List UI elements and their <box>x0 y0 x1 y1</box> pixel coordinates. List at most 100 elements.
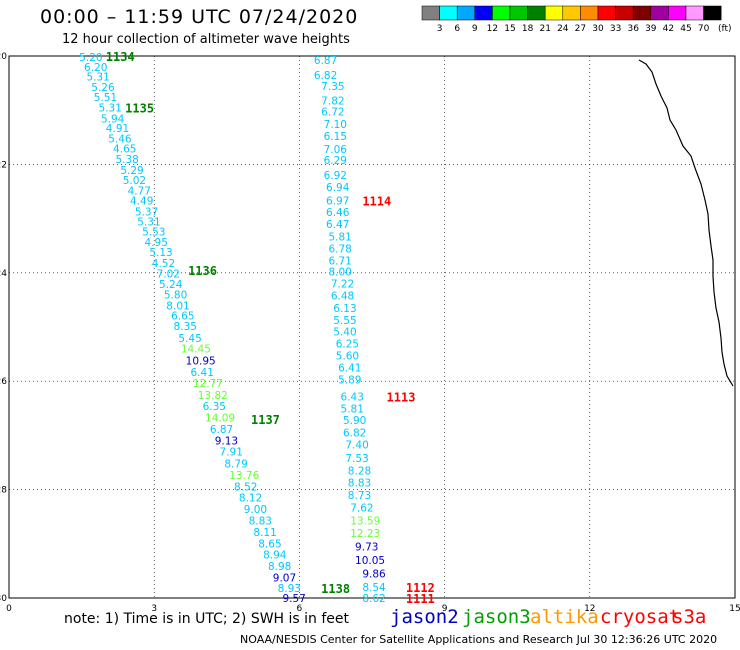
swh-value: 6.82 <box>314 70 337 82</box>
lon-tick-label: 15 <box>729 604 740 614</box>
swh-value: 6.48 <box>331 291 354 303</box>
satellite-legend-item: altika <box>530 606 599 628</box>
swh-value: 10.95 <box>186 356 216 368</box>
colorbar-tick-label: 45 <box>680 24 691 34</box>
swh-value: 8.83 <box>249 515 272 527</box>
swh-value: 5.89 <box>338 375 361 387</box>
swh-value: 5.46 <box>108 133 132 145</box>
swh-value: 6.25 <box>336 338 359 350</box>
pass-number: 1112 <box>406 581 435 595</box>
swh-value: 13.76 <box>229 470 259 482</box>
colorbar-tick-label: 42 <box>663 24 674 34</box>
swh-value: 5.81 <box>341 403 364 415</box>
swh-value: 7.40 <box>345 440 368 452</box>
swh-value: 5.55 <box>333 315 356 327</box>
swh-value: 5.38 <box>115 154 138 166</box>
swh-value: 12.23 <box>350 528 380 540</box>
swh-value: 5.31 <box>137 216 160 228</box>
swh-value: 9.07 <box>273 572 296 584</box>
swh-value: 8.65 <box>258 538 281 550</box>
swh-value: 6.92 <box>324 170 347 182</box>
lon-tick-label: 9 <box>442 604 448 614</box>
swh-value: 6.87 <box>210 424 233 436</box>
swh-value: 5.51 <box>94 92 117 104</box>
swh-value: 8.93 <box>278 583 301 595</box>
swh-value: 7.62 <box>350 502 373 514</box>
swh-value: 6.72 <box>321 106 344 118</box>
swh-value: 10.05 <box>355 555 385 567</box>
colorbar-tick-label: 15 <box>504 24 515 34</box>
colorbar: 3 6 9 12 15 18 21 24 27 30 33 36 39 42 45 70 (ft) <box>421 5 732 34</box>
swh-value: 5.40 <box>333 326 356 338</box>
swh-value: 7.91 <box>220 447 243 459</box>
colorbar-tick-label: 70 <box>698 24 710 34</box>
swh-value: 13.82 <box>198 390 228 402</box>
pass-number: 1113 <box>387 390 416 404</box>
swh-value: 4.49 <box>130 196 153 208</box>
swh-value: 7.06 <box>324 144 348 156</box>
swh-value: 5.24 <box>159 279 183 291</box>
swh-value: 6.29 <box>324 155 347 167</box>
swh-value: 13.59 <box>350 515 380 527</box>
swh-value: 5.31 <box>86 72 109 84</box>
swh-value: 9.86 <box>362 569 386 581</box>
swh-value: 6.43 <box>341 391 364 403</box>
swh-value: 9.73 <box>355 542 378 554</box>
lat-tick-label: -20 <box>0 52 7 62</box>
swh-value: 8.54 <box>362 582 386 594</box>
lon-tick-label: 3 <box>151 604 157 614</box>
swh-value: 14.45 <box>181 344 211 356</box>
colorbar-tick-label: 24 <box>557 24 569 34</box>
swh-value: 5.13 <box>149 247 172 259</box>
map-frame <box>8 55 736 599</box>
swh-value: 5.31 <box>99 102 122 114</box>
swh-value: 6.20 <box>84 62 107 74</box>
colorbar-tick-label: 9 <box>472 24 478 34</box>
swh-value: 8.94 <box>263 550 287 562</box>
swh-value: 7.22 <box>331 279 354 291</box>
swh-value: 9.57 <box>282 593 305 605</box>
lat-tick-label: -22 <box>0 160 7 170</box>
map-subtitle: 12 hour collection of altimeter wave hei… <box>62 32 350 47</box>
lat-tick-label: -28 <box>0 486 7 496</box>
swh-value: 6.78 <box>328 243 351 255</box>
colorbar-swatch <box>703 5 722 21</box>
swh-value: 4.52 <box>152 258 175 270</box>
swh-value: 4.95 <box>145 237 168 249</box>
swh-value: 5.37 <box>135 207 158 219</box>
swh-value: 9.00 <box>244 504 267 516</box>
swh-value: 7.53 <box>345 453 368 465</box>
swh-value: 8.73 <box>348 490 371 502</box>
swh-value: 6.65 <box>171 311 194 323</box>
swh-value: 6.94 <box>326 182 350 194</box>
swh-value: 6.35 <box>203 401 226 413</box>
colorbar-tick-label: 27 <box>575 24 586 34</box>
swh-value: 5.26 <box>91 82 115 94</box>
pass-number: 1138 <box>321 582 350 596</box>
swh-value: 5.29 <box>120 165 143 177</box>
swh-value: 6.15 <box>324 131 347 143</box>
colorbar-tick-label: 12 <box>487 24 498 34</box>
pass-number: 1137 <box>251 413 280 427</box>
colorbar-unit: (ft) <box>718 24 732 34</box>
swh-value: 7.82 <box>321 95 344 107</box>
swh-value: 5.02 <box>123 175 146 187</box>
swh-value: 5.60 <box>336 351 359 363</box>
satellite-legend-item: jason2 <box>390 606 459 628</box>
swh-value: 12.77 <box>193 378 223 390</box>
swh-value: 6.41 <box>338 363 361 375</box>
swh-value: 5.80 <box>164 289 187 301</box>
swh-value: 8.28 <box>348 466 371 478</box>
swh-value: 5.81 <box>328 231 351 243</box>
lat-tick-label: -30 <box>0 594 7 604</box>
lon-tick-label: 0 <box>6 604 12 614</box>
swh-value: 6.47 <box>326 219 349 231</box>
pass-number: 1136 <box>188 264 217 278</box>
coastline <box>638 59 734 387</box>
swh-value: 4.77 <box>128 185 151 197</box>
swh-value: 5.45 <box>178 333 201 345</box>
swh-value: 14.09 <box>205 413 235 425</box>
swh-value: 5.94 <box>101 113 125 125</box>
swh-value: 9.13 <box>215 435 238 447</box>
